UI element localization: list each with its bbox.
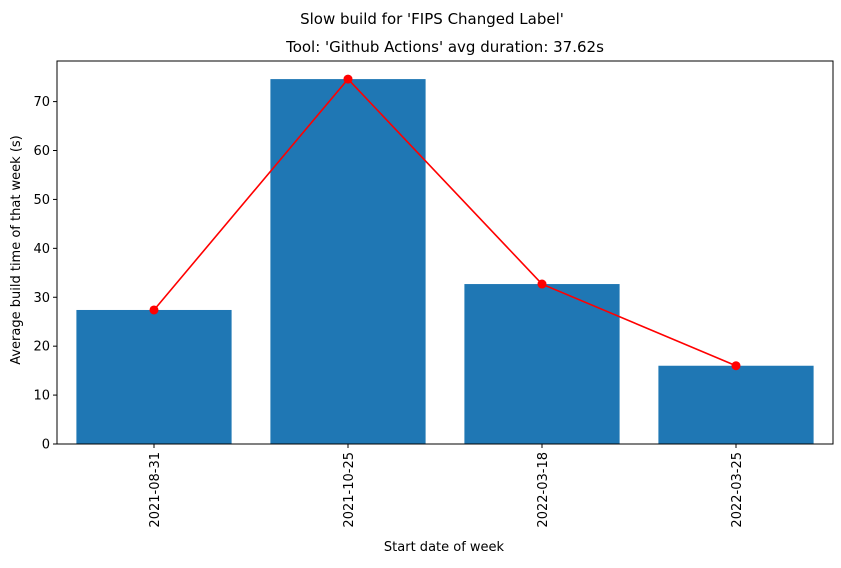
trend-point: [343, 74, 353, 84]
plot-area: [76, 74, 814, 444]
x-tick-label: 2022-03-25: [730, 452, 745, 528]
x-tick-label: 2022-03-18: [536, 452, 551, 528]
x-tick-label: 2021-10-25: [342, 452, 357, 528]
y-tick-label: 10: [33, 389, 50, 404]
chart-title: Tool: 'Github Actions' avg duration: 37.…: [285, 38, 604, 56]
y-tick-label: 50: [33, 193, 50, 208]
chart-suptitle: Slow build for 'FIPS Changed Label': [300, 10, 564, 28]
x-axis-label: Start date of week: [384, 540, 505, 555]
y-tick-label: 0: [42, 438, 50, 453]
x-tick-label: 2021-08-31: [148, 452, 163, 528]
trend-point: [731, 361, 741, 371]
bar: [464, 284, 620, 444]
bar: [270, 79, 426, 444]
y-axis-label: Average build time of that week (s): [9, 135, 24, 365]
bar: [76, 309, 232, 444]
trend-point: [537, 279, 547, 289]
bar: [658, 365, 814, 444]
trend-point: [149, 305, 159, 315]
y-tick-label: 70: [33, 95, 50, 110]
axes-frame: [56, 60, 834, 445]
y-tick-label: 30: [33, 291, 50, 306]
y-tick-label: 40: [33, 242, 50, 257]
axes: 0 10 20 30 40 50 60 70 2021-08-31 2021-10-25 2022-…: [33, 60, 834, 528]
y-tick-label: 20: [33, 340, 50, 355]
y-tick-label: 60: [33, 144, 50, 159]
trend-line: [153, 77, 737, 367]
